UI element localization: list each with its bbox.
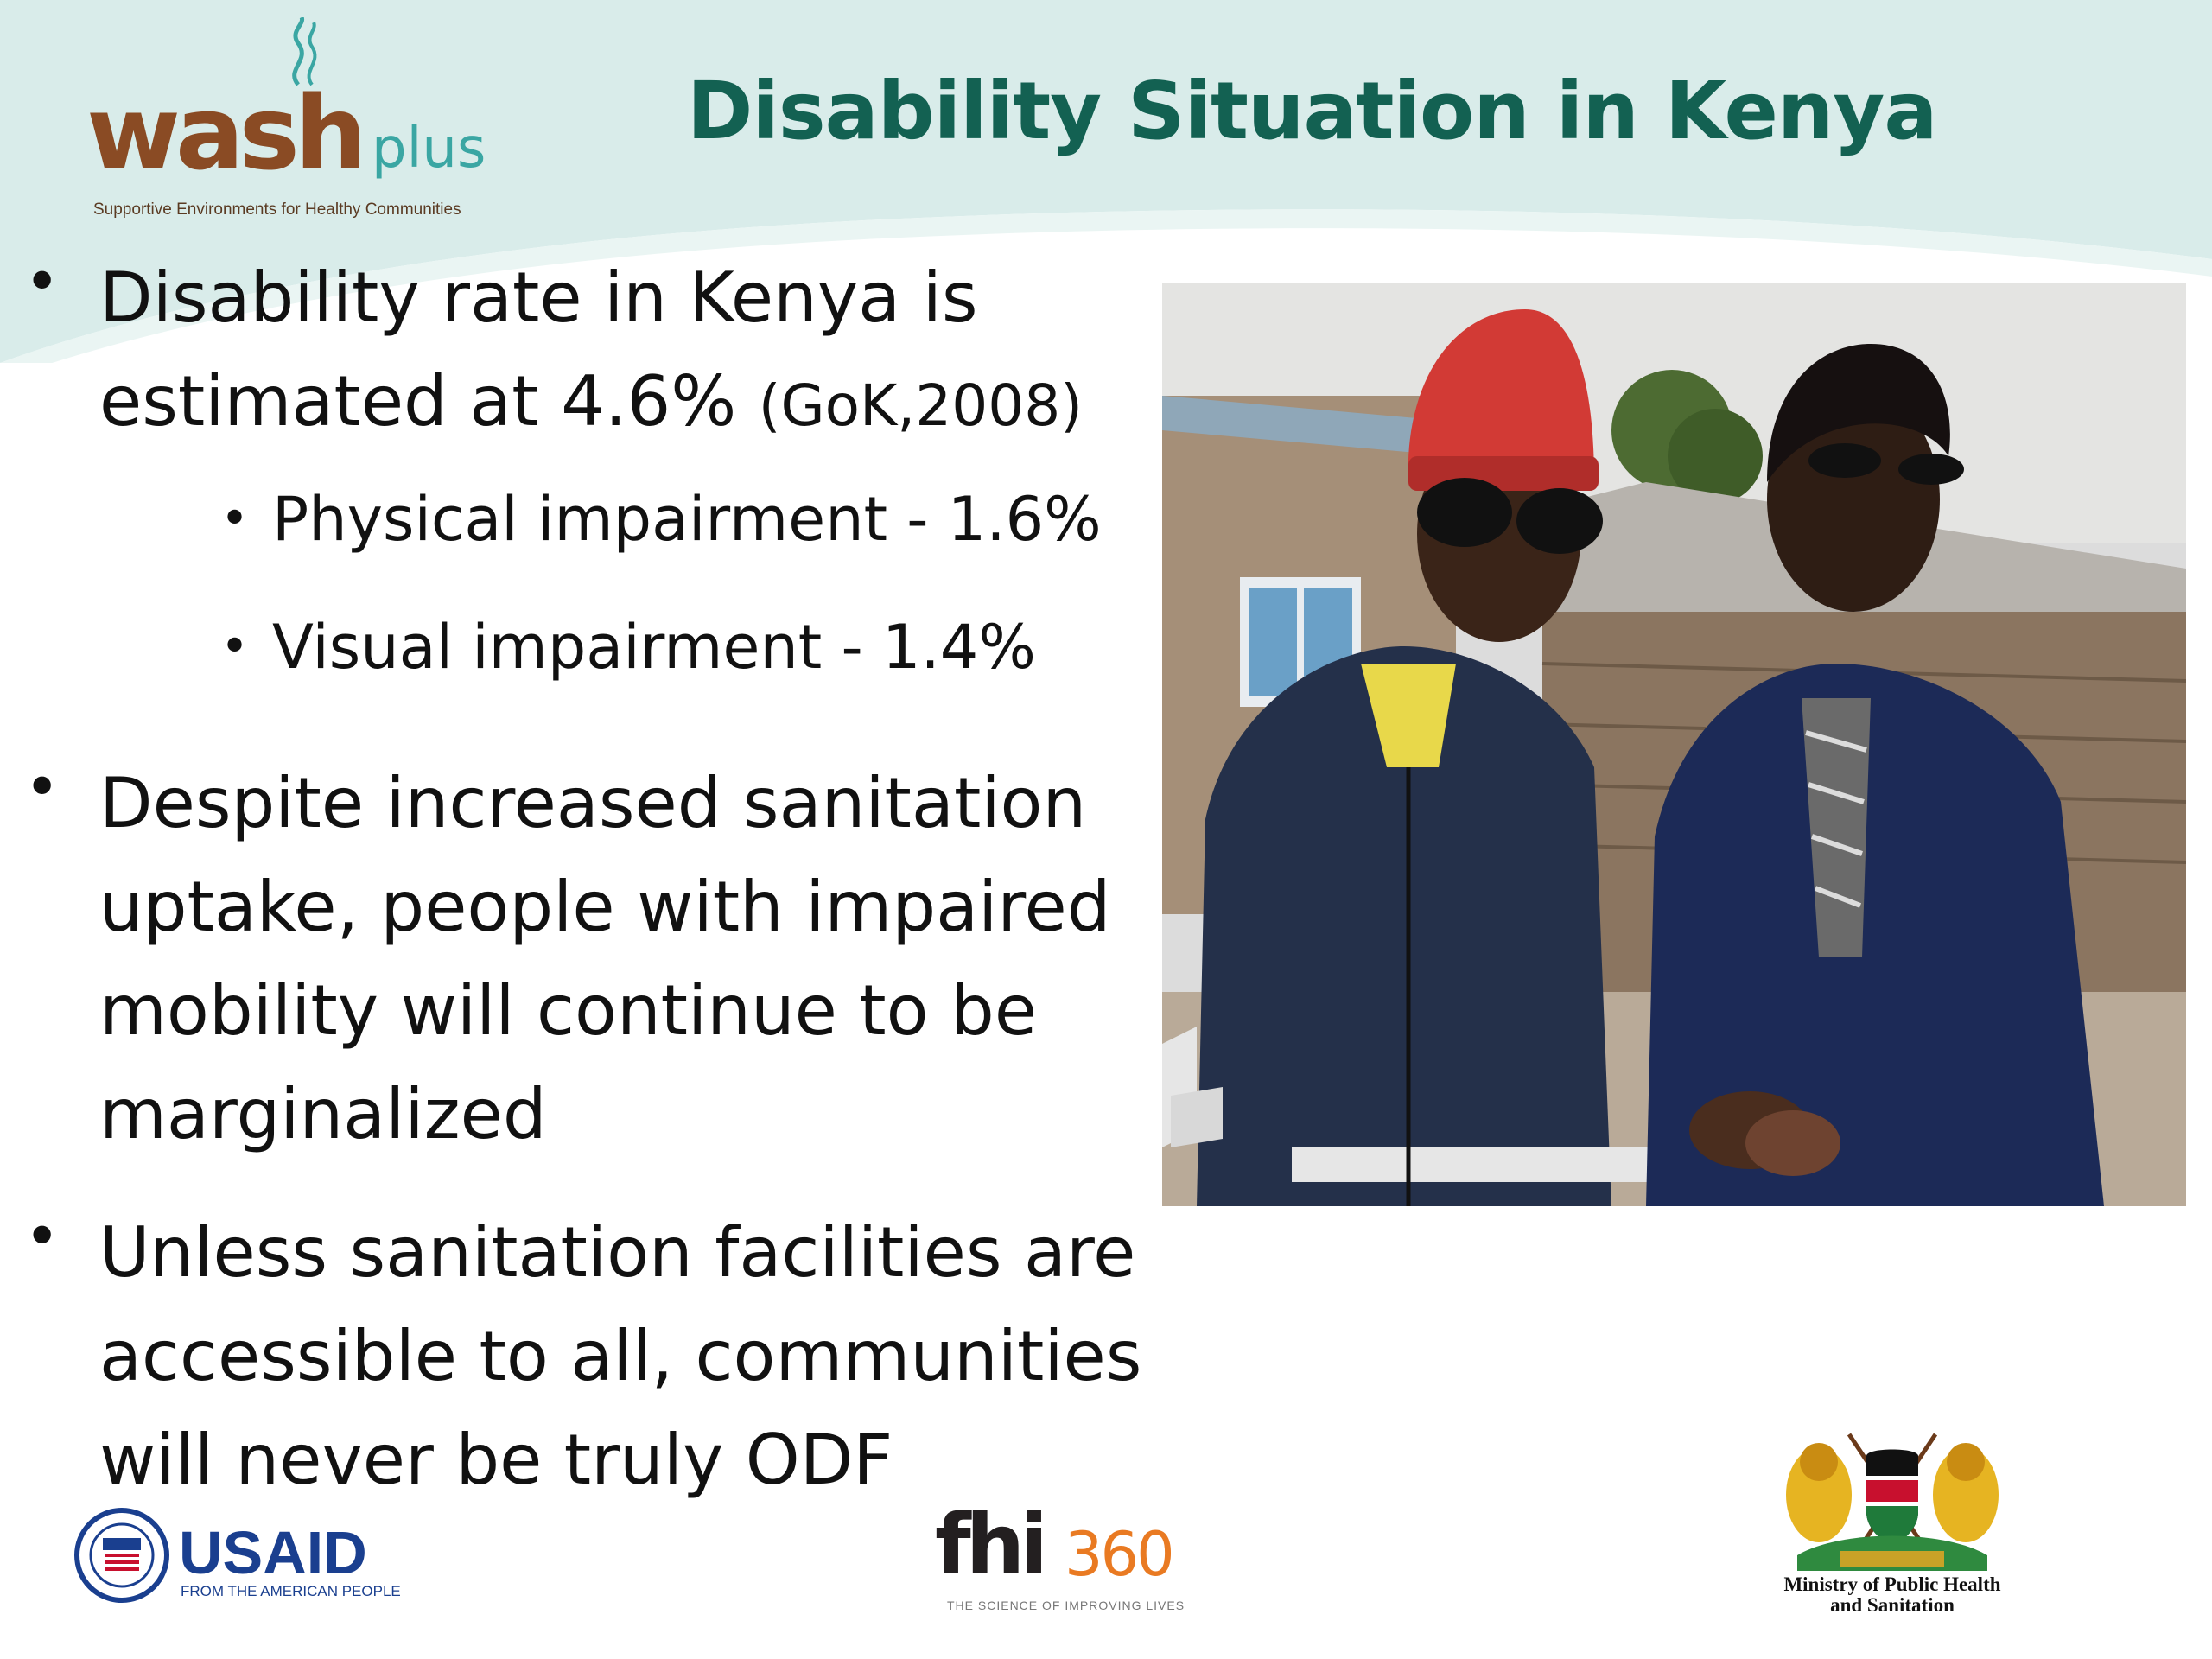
sub-bullet-dot: • <box>220 619 250 675</box>
bullet-dot: • <box>24 752 60 823</box>
bullet-citation: (GoK,2008) <box>758 372 1083 439</box>
washplus-wash-word: wash <box>86 73 367 193</box>
ministry-name-line1: Ministry of Public Health <box>1783 1573 2001 1595</box>
washplus-tagline: Supportive Environments for Healthy Comm… <box>93 200 461 219</box>
bullet-accessibility: Unless sanitation facilities are accessi… <box>99 1212 1142 1500</box>
bullet-dot: • <box>24 1201 60 1272</box>
page-title: Disability Situation in Kenya <box>687 65 1937 157</box>
ministry-name-line2: and Sanitation <box>1830 1594 1955 1616</box>
ministry-logo: Ministry of Public Health and Sanitation <box>1737 1426 2048 1624</box>
washplus-logo: wash plus Supportive Environments for He… <box>86 17 501 229</box>
ministry-name: Ministry of Public Health and Sanitation <box>1737 1574 2048 1616</box>
fhi360-tagline: THE SCIENCE OF IMPROVING LIVES <box>947 1599 1185 1612</box>
usaid-wordmark: USAID <box>179 1519 367 1586</box>
header-band <box>0 0 2212 363</box>
bullet-sanitation-uptake: Despite increased sanitation uptake, peo… <box>99 763 1111 1154</box>
fhi360-number: 360 <box>1065 1519 1175 1590</box>
usaid-seal-icon <box>74 1508 169 1603</box>
sub-bullet-dot: • <box>220 491 250 547</box>
bullet-disability-rate: Disability rate in Kenya is estimated at… <box>99 246 1136 458</box>
fhi360-wordmark: fhi <box>935 1497 1048 1593</box>
bullet-disability-rate-text: Disability rate in Kenya is estimated at… <box>99 257 978 442</box>
bullet-dot: • <box>24 246 60 317</box>
sub-bullet-physical: Physical impairment - 1.6% <box>272 484 1102 555</box>
kenya-coat-of-arms-icon <box>1786 1433 1999 1571</box>
fhi360-logo: fhi 360 THE SCIENCE OF IMPROVING LIVES <box>935 1503 1194 1616</box>
usaid-tagline: FROM THE AMERICAN PEOPLE <box>181 1583 401 1599</box>
usaid-logo: USAID FROM THE AMERICAN PEOPLE <box>73 1503 436 1607</box>
photo-two-people <box>1162 283 2186 1206</box>
steam-icon <box>292 17 317 86</box>
washplus-plus-word: plus <box>372 117 486 181</box>
sub-bullet-visual: Visual impairment - 1.4% <box>272 612 1036 683</box>
